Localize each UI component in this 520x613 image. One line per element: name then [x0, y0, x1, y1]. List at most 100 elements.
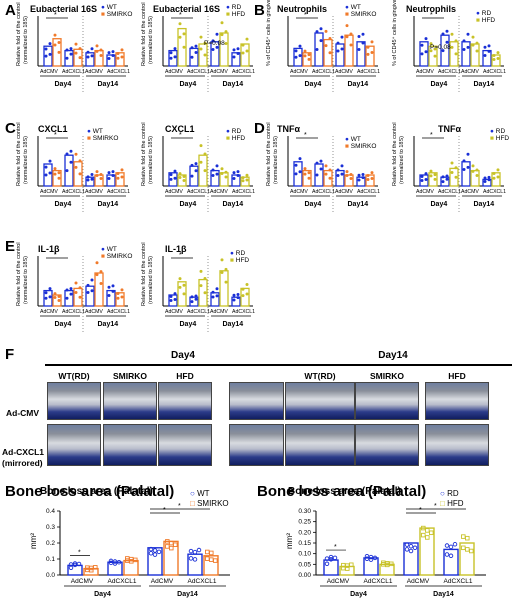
f-col-hfd-14: HFD [448, 371, 466, 381]
f-col-wtrd: WT(RD) [58, 371, 90, 381]
data-point [86, 178, 90, 182]
data-point [90, 289, 94, 293]
bar [470, 169, 480, 187]
y-axis-label: Relative fold of the control [141, 242, 147, 306]
data-point [232, 298, 236, 302]
data-point [69, 160, 73, 164]
y-axis-label: % of CD45⁺ cells in gingiva [265, 0, 272, 66]
data-point [192, 549, 198, 555]
data-point [298, 44, 302, 48]
dental-photo [103, 424, 157, 466]
day4-label: Day4 [305, 201, 322, 208]
data-point [298, 157, 302, 161]
data-point [148, 550, 154, 556]
data-point [156, 549, 162, 555]
data-point [368, 554, 374, 560]
dental-photo [229, 382, 284, 420]
bar [85, 52, 95, 67]
data-point [78, 56, 82, 60]
bar [106, 54, 116, 67]
data-point [95, 170, 99, 174]
bar [115, 292, 125, 307]
data-point [224, 30, 228, 34]
data-point [173, 47, 177, 51]
data-point [44, 54, 48, 58]
data-point [366, 45, 370, 49]
title-e-left: IL-1β [38, 244, 60, 254]
data-point [366, 178, 370, 182]
data-point [424, 37, 428, 41]
y-tick-label: 0.25 [298, 519, 311, 526]
data-point [307, 176, 311, 180]
x-tick-label: AdCXCL1 [108, 578, 137, 585]
data-point [99, 173, 103, 177]
x-tick-label: AdCMV [210, 309, 228, 315]
data-point [357, 34, 361, 38]
bar [449, 167, 459, 187]
data-point [169, 545, 174, 551]
data-point [53, 33, 57, 37]
data-point [190, 163, 194, 167]
y-tick-label: 0.10 [298, 551, 311, 558]
data-point [303, 167, 307, 171]
data-point [90, 47, 94, 51]
data-point [111, 284, 115, 288]
data-point [78, 159, 82, 163]
data-point [372, 555, 378, 561]
data-point [86, 55, 90, 59]
panel-label-d: D [254, 120, 265, 137]
data-point [324, 29, 328, 33]
day14-label: Day14 [98, 81, 119, 88]
data-point [178, 22, 182, 26]
x-tick-label: AdCMV [416, 69, 434, 75]
bar [52, 294, 62, 307]
title-c-right: CXCL1 [165, 124, 195, 134]
data-point [340, 172, 344, 176]
data-point [487, 49, 491, 53]
data-point [445, 29, 449, 33]
data-point [294, 55, 298, 59]
data-point [152, 548, 158, 553]
bar [115, 172, 125, 187]
x-tick-label: AdCMV [71, 578, 94, 585]
bar [198, 278, 208, 307]
data-point [69, 287, 73, 291]
legend-e-right: ● RD ■ HFD [230, 250, 250, 264]
legend-a-right: ● RD ■ HFD [226, 4, 246, 18]
bar [210, 41, 220, 67]
day14-label: Day14 [474, 201, 495, 208]
data-point [245, 283, 249, 287]
f-day4-bar [45, 364, 260, 366]
y-axis-label: Relative fold of the control [392, 122, 398, 186]
data-point [368, 557, 374, 562]
data-point [429, 49, 433, 53]
data-point [444, 552, 450, 557]
data-point [315, 30, 319, 34]
data-point [86, 291, 90, 295]
data-point [220, 258, 224, 262]
bar [323, 169, 333, 187]
data-point [298, 170, 302, 174]
y-axis-label-2: (normalized to 18S) [399, 136, 405, 184]
data-point [65, 56, 69, 60]
data-point [462, 159, 466, 163]
x-tick-label: AdCXCL1 [187, 309, 210, 315]
data-point [74, 281, 78, 285]
data-point [190, 55, 194, 59]
data-point [199, 47, 203, 51]
x-tick-label: AdCXCL1 [107, 189, 130, 195]
x-tick-label: AdCXCL1 [232, 69, 255, 75]
data-point [169, 177, 173, 181]
day14-label: Day14 [348, 201, 369, 208]
day14-label: Day14 [98, 321, 119, 328]
sig-stars: * [78, 549, 81, 556]
title-d-left: TNFα [277, 124, 301, 134]
data-point [345, 170, 349, 174]
data-point [111, 174, 115, 178]
bone-chart-H: 0.00 0.05 0.10 0.15 0.20 0.25 0.30 mm² AdCMV AdCX… [285, 503, 486, 598]
p-value-label-a: P=0.08 [204, 40, 225, 47]
data-point [220, 271, 224, 275]
data-point [107, 285, 111, 289]
